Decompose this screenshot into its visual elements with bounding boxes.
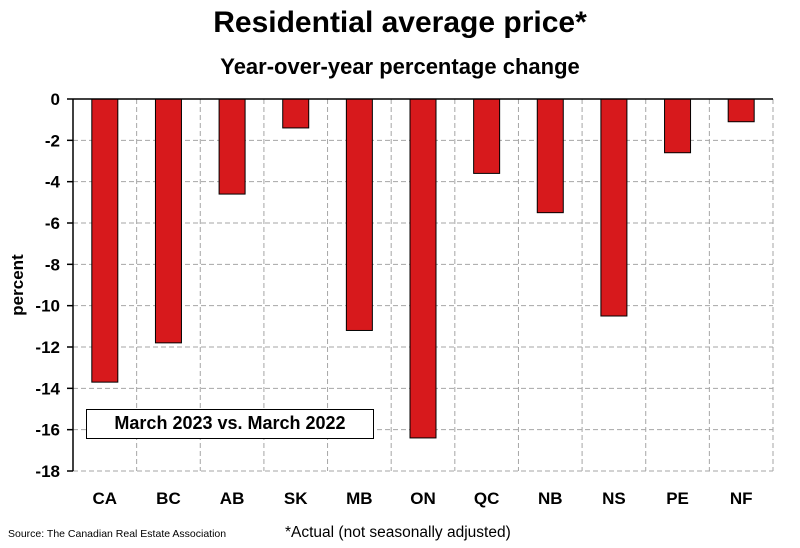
y-tick-label: 0 xyxy=(51,90,60,109)
bar-SK xyxy=(282,98,310,129)
bar-NS xyxy=(600,98,628,317)
y-tick-label: -12 xyxy=(35,338,60,357)
x-tick-label: PE xyxy=(666,489,689,508)
bar-ON xyxy=(409,98,437,439)
x-tick-label: CA xyxy=(93,489,118,508)
chart-subtitle: Year-over-year percentage change xyxy=(220,54,580,79)
x-tick-label: ON xyxy=(410,489,436,508)
x-tick-label: NB xyxy=(538,489,563,508)
x-tick-label: NS xyxy=(602,489,626,508)
y-tick-label: -6 xyxy=(45,214,60,233)
y-tick-label: -10 xyxy=(35,297,60,316)
source-note: Source: The Canadian Real Estate Associa… xyxy=(8,528,227,540)
bar-NF xyxy=(727,98,755,123)
bar-MB xyxy=(345,98,373,331)
y-tick-label: -14 xyxy=(35,379,60,398)
bar-NB xyxy=(536,98,564,214)
x-tick-label: MB xyxy=(346,489,372,508)
bar-PE xyxy=(664,98,692,154)
bar-CA xyxy=(91,98,119,383)
x-tick-label: AB xyxy=(220,489,245,508)
y-tick-label: -16 xyxy=(35,421,60,440)
y-tick-label: -4 xyxy=(45,173,61,192)
x-tick-label: SK xyxy=(284,489,308,508)
footnote: *Actual (not seasonally adjusted) xyxy=(285,524,511,541)
y-tick-label: -18 xyxy=(35,462,60,481)
bar-QC xyxy=(473,98,501,174)
x-tick-label: QC xyxy=(474,489,500,508)
x-tick-label: BC xyxy=(156,489,181,508)
x-tick-label: NF xyxy=(730,489,753,508)
y-tick-label: -8 xyxy=(45,255,60,274)
bar-BC xyxy=(154,98,182,344)
period-annotation: March 2023 vs. March 2022 xyxy=(86,409,374,439)
chart-title: Residential average price* xyxy=(213,6,587,39)
bar-AB xyxy=(218,98,246,195)
y-tick-label: -2 xyxy=(45,131,60,150)
